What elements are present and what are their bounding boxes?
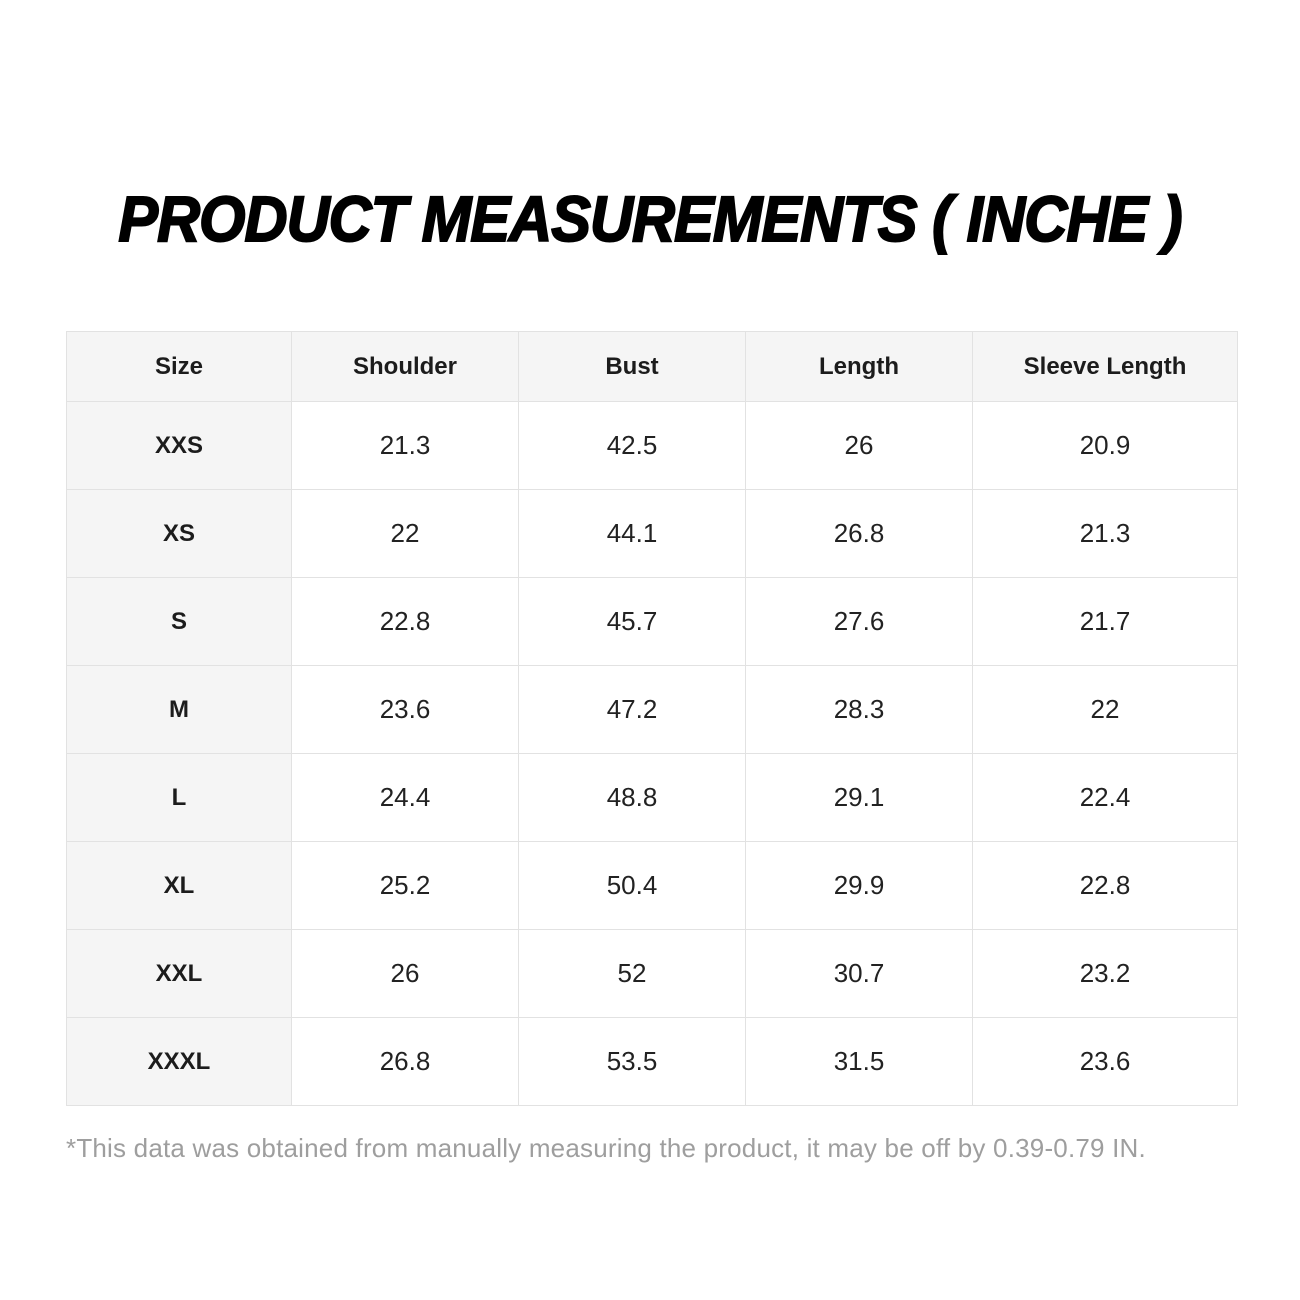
- measurements-table-container: Size Shoulder Bust Length Sleeve Length …: [66, 331, 1238, 1106]
- measurement-cell: 20.9: [972, 401, 1238, 490]
- measurement-cell: 24.4: [291, 753, 519, 842]
- table-row-l: L 24.4 48.8 29.1 22.4: [66, 753, 1238, 842]
- measurement-cell: 21.7: [972, 577, 1238, 666]
- size-cell: XXL: [66, 929, 292, 1018]
- measurement-cell: 52: [518, 929, 746, 1018]
- measurement-cell: 25.2: [291, 841, 519, 930]
- measurement-cell: 29.9: [745, 841, 973, 930]
- column-header-sleeve-length: Sleeve Length: [972, 331, 1238, 402]
- measurement-cell: 48.8: [518, 753, 746, 842]
- measurement-cell: 26.8: [745, 489, 973, 578]
- column-header-size: Size: [66, 331, 292, 402]
- measurement-cell: 47.2: [518, 665, 746, 754]
- measurement-cell: 21.3: [291, 401, 519, 490]
- measurement-cell: 22: [972, 665, 1238, 754]
- size-cell: XS: [66, 489, 292, 578]
- measurement-cell: 26: [291, 929, 519, 1018]
- measurement-cell: 50.4: [518, 841, 746, 930]
- table-row-m: M 23.6 47.2 28.3 22: [66, 665, 1238, 754]
- measurement-cell: 53.5: [518, 1017, 746, 1106]
- column-header-bust: Bust: [518, 331, 746, 402]
- measurement-cell: 22.8: [291, 577, 519, 666]
- table-row-xs: XS 22 44.1 26.8 21.3: [66, 489, 1238, 578]
- size-cell: S: [66, 577, 292, 666]
- measurement-cell: 29.1: [745, 753, 973, 842]
- measurement-cell: 21.3: [972, 489, 1238, 578]
- page-title: PRODUCT MEASUREMENTS ( INCHE ): [117, 182, 1183, 256]
- measurement-cell: 42.5: [518, 401, 746, 490]
- table-row-xxs: XXS 21.3 42.5 26 20.9: [66, 401, 1238, 490]
- measurement-cell: 23.2: [972, 929, 1238, 1018]
- table-row-xxl: XXL 26 52 30.7 23.2: [66, 929, 1238, 1018]
- measurements-table: Size Shoulder Bust Length Sleeve Length …: [66, 331, 1238, 1106]
- measurement-cell: 23.6: [972, 1017, 1238, 1106]
- measurement-cell: 22.4: [972, 753, 1238, 842]
- column-header-length: Length: [745, 331, 973, 402]
- measurement-cell: 44.1: [518, 489, 746, 578]
- size-cell: L: [66, 753, 292, 842]
- measurement-cell: 26.8: [291, 1017, 519, 1106]
- size-cell: XL: [66, 841, 292, 930]
- table-row-xl: XL 25.2 50.4 29.9 22.8: [66, 841, 1238, 930]
- measurement-cell: 45.7: [518, 577, 746, 666]
- measurement-cell: 23.6: [291, 665, 519, 754]
- size-cell: M: [66, 665, 292, 754]
- measurement-cell: 31.5: [745, 1017, 973, 1106]
- header-row: Size Shoulder Bust Length Sleeve Length: [66, 331, 1238, 402]
- size-cell: XXS: [66, 401, 292, 490]
- table-row-xxxl: XXXL 26.8 53.5 31.5 23.6: [66, 1017, 1238, 1106]
- table-row-s: S 22.8 45.7 27.6 21.7: [66, 577, 1238, 666]
- column-header-shoulder: Shoulder: [291, 331, 519, 402]
- measurement-cell: 22.8: [972, 841, 1238, 930]
- measurement-cell: 22: [291, 489, 519, 578]
- size-cell: XXXL: [66, 1017, 292, 1106]
- measurement-disclaimer: *This data was obtained from manually me…: [66, 1133, 1146, 1163]
- measurement-cell: 30.7: [745, 929, 973, 1018]
- measurement-cell: 28.3: [745, 665, 973, 754]
- measurement-cell: 26: [745, 401, 973, 490]
- measurement-cell: 27.6: [745, 577, 973, 666]
